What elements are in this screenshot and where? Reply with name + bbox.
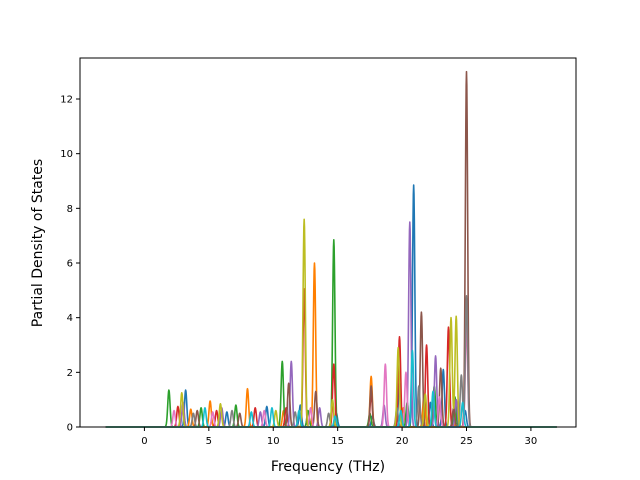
x-axis: 0 5 10 15 20 25 30	[141, 427, 537, 447]
x-tick-label: 0	[141, 436, 147, 447]
y-tick-label: 12	[60, 95, 73, 106]
x-tick-label: 30	[525, 436, 538, 447]
x-tick-label: 25	[460, 436, 473, 447]
y-axis: 0 2 4 6 8 10 12	[60, 95, 80, 434]
x-tick-label: 10	[267, 436, 280, 447]
y-tick-label: 4	[67, 313, 73, 324]
y-tick-label: 10	[60, 149, 73, 160]
x-tick-label: 20	[396, 436, 409, 447]
x-tick-label: 5	[206, 436, 212, 447]
y-tick-label: 6	[67, 259, 73, 270]
x-tick-label: 15	[331, 436, 344, 447]
plot-frame	[79, 57, 577, 428]
y-tick-label: 0	[67, 423, 73, 434]
y-tick-label: 2	[67, 368, 73, 379]
x-axis-title: Frequency (THz)	[271, 459, 385, 475]
y-tick-label: 8	[67, 204, 73, 215]
y-axis-title: Partial Density of States	[30, 159, 46, 327]
